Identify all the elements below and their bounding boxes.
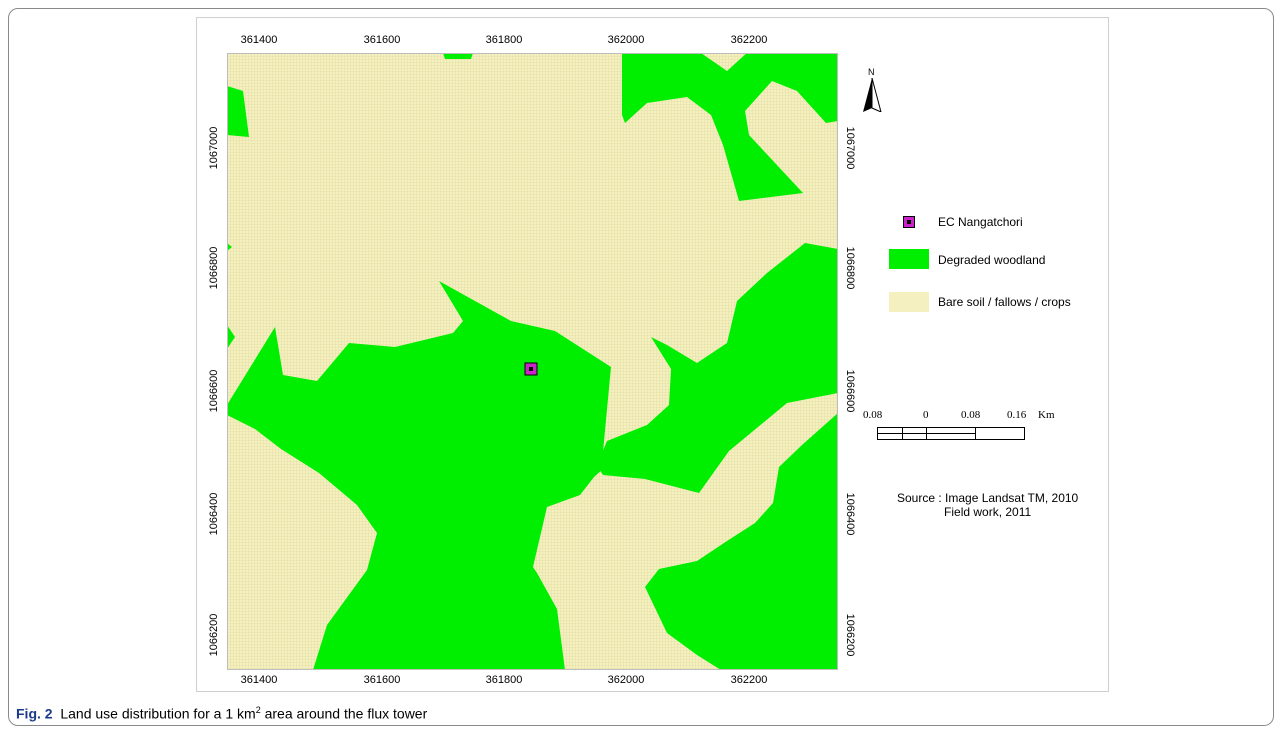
bare-soil-legend-swatch <box>889 292 929 312</box>
scale-label: 0 <box>923 409 929 421</box>
x-tick-bottom: 362200 <box>730 674 768 686</box>
x-tick-bottom: 361800 <box>485 674 523 686</box>
y-tick-right: 1066800 <box>844 246 856 290</box>
y-tick-left: 1066800 <box>208 246 220 290</box>
x-tick-top: 361800 <box>485 34 523 46</box>
y-tick-left: 1066200 <box>208 613 220 657</box>
ec-nangatchori-legend-icon <box>903 216 915 228</box>
scale-label: 0.08 <box>961 409 981 421</box>
legend-label-woodland: Degraded woodland <box>938 253 1046 267</box>
land-use-map <box>227 53 838 670</box>
y-tick-left: 1067000 <box>208 126 220 170</box>
degraded-woodland-areas <box>227 53 838 670</box>
scale-label: 0.08 <box>863 409 883 421</box>
source-line-1: Source : Image Landsat TM, 2010 <box>897 491 1079 505</box>
figure-label: Fig. 2 <box>16 705 53 722</box>
x-tick-bottom: 361600 <box>363 674 401 686</box>
y-tick-left: 1066400 <box>208 492 220 536</box>
caption-text-end: area around the flux tower <box>260 705 428 722</box>
x-tick-top: 361600 <box>363 34 401 46</box>
figure-caption: Fig. 2 Land use distribution for a 1 km2… <box>16 705 427 722</box>
ec-nangatchori-marker <box>524 362 538 376</box>
x-tick-top: 362000 <box>607 34 645 46</box>
y-tick-right: 1067000 <box>844 126 856 170</box>
x-tick-bottom: 362000 <box>607 674 645 686</box>
figure-outer-frame <box>8 8 1274 726</box>
woodland-legend-swatch <box>889 249 929 269</box>
x-tick-top: 361400 <box>240 34 278 46</box>
scale-label: 0.16 <box>1007 409 1027 421</box>
x-tick-top: 362200 <box>730 34 768 46</box>
y-tick-left: 1066600 <box>208 369 220 413</box>
scale-unit: Km <box>1038 409 1055 421</box>
north-arrow-icon <box>863 78 882 112</box>
legend-label-ec: EC Nangatchori <box>938 215 1023 229</box>
y-tick-right: 1066400 <box>844 492 856 536</box>
y-tick-right: 1066600 <box>844 369 856 413</box>
scale-bar-graphic <box>877 427 1025 440</box>
caption-superscript: 2 <box>255 705 261 715</box>
y-tick-right: 1066200 <box>844 613 856 657</box>
caption-text: Land use distribution for a 1 km <box>60 705 256 722</box>
source-note: Source : Image Landsat TM, 2010 Field wo… <box>897 491 1078 519</box>
north-label: N <box>868 67 875 77</box>
source-line-2: Field work, 2011 <box>944 505 1032 519</box>
legend-label-bare-soil: Bare soil / fallows / crops <box>938 295 1071 309</box>
x-tick-bottom: 361400 <box>240 674 278 686</box>
